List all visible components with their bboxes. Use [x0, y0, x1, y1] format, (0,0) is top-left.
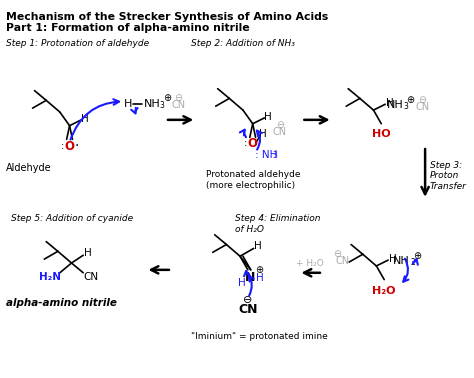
- Text: ⊖: ⊖: [243, 295, 253, 305]
- Text: CN: CN: [273, 127, 287, 136]
- Text: O: O: [248, 137, 258, 150]
- Text: ⊕: ⊕: [255, 265, 264, 275]
- Text: H: H: [264, 112, 272, 122]
- Text: 2: 2: [410, 257, 415, 266]
- Text: ·: ·: [74, 139, 79, 153]
- Text: :: :: [244, 138, 247, 148]
- Text: H: H: [386, 98, 394, 108]
- Text: ⊖: ⊖: [333, 249, 341, 259]
- Text: NH: NH: [144, 99, 161, 109]
- Text: 3: 3: [160, 101, 164, 110]
- Text: ⊕: ⊕: [163, 93, 171, 104]
- Text: CN: CN: [415, 102, 429, 112]
- Text: H: H: [389, 254, 397, 264]
- Text: Step 3:
Proton
Transfer: Step 3: Proton Transfer: [430, 161, 467, 191]
- Text: H: H: [254, 242, 262, 251]
- Text: + H₂O: + H₂O: [296, 259, 324, 268]
- Text: H: H: [81, 114, 89, 124]
- Text: Mechanism of the Strecker Synthesis of Amino Acids: Mechanism of the Strecker Synthesis of A…: [6, 12, 328, 22]
- Text: N: N: [245, 271, 255, 284]
- Text: Step 5: Addition of cyanide: Step 5: Addition of cyanide: [11, 214, 133, 223]
- Text: ⊕: ⊕: [406, 95, 415, 105]
- Text: H₂N: H₂N: [39, 272, 61, 282]
- Text: H₂O: H₂O: [373, 286, 396, 296]
- Text: : NH: : NH: [255, 150, 277, 160]
- Text: H: H: [258, 129, 266, 139]
- Text: ⊖: ⊖: [174, 93, 183, 104]
- Text: NH: NH: [393, 256, 410, 266]
- Text: H: H: [84, 248, 92, 258]
- Text: NH: NH: [386, 100, 403, 110]
- Text: Aldehyde: Aldehyde: [6, 163, 52, 173]
- Text: 3: 3: [273, 151, 278, 160]
- Text: CN: CN: [335, 256, 349, 266]
- Text: Part 1: Formation of alpha-amino nitrile: Part 1: Formation of alpha-amino nitrile: [6, 23, 250, 33]
- Text: CN: CN: [238, 303, 257, 316]
- Text: alpha-amino nitrile: alpha-amino nitrile: [6, 298, 117, 308]
- Text: 3: 3: [403, 102, 408, 111]
- Text: :: :: [61, 141, 64, 151]
- Text: HO: HO: [372, 129, 391, 139]
- Text: O: O: [64, 139, 74, 153]
- Text: Step 2: Addition of NH₃: Step 2: Addition of NH₃: [191, 39, 295, 48]
- Text: H: H: [255, 273, 264, 283]
- Text: ⊖: ⊖: [418, 95, 426, 105]
- Text: Step 1: Protonation of aldehyde: Step 1: Protonation of aldehyde: [6, 39, 149, 48]
- Text: Protonated aldehyde
(more electrophilic): Protonated aldehyde (more electrophilic): [206, 170, 301, 190]
- Text: CN: CN: [172, 100, 186, 110]
- Text: ⊕: ⊕: [413, 251, 421, 261]
- Text: "Iminium" = protonated imine: "Iminium" = protonated imine: [191, 332, 328, 341]
- Text: ⊖: ⊖: [276, 120, 284, 130]
- Text: CN: CN: [83, 272, 99, 282]
- Text: Step 4: Elimination
of H₂O: Step 4: Elimination of H₂O: [235, 214, 321, 234]
- Text: H: H: [124, 99, 132, 109]
- Text: H: H: [238, 279, 246, 288]
